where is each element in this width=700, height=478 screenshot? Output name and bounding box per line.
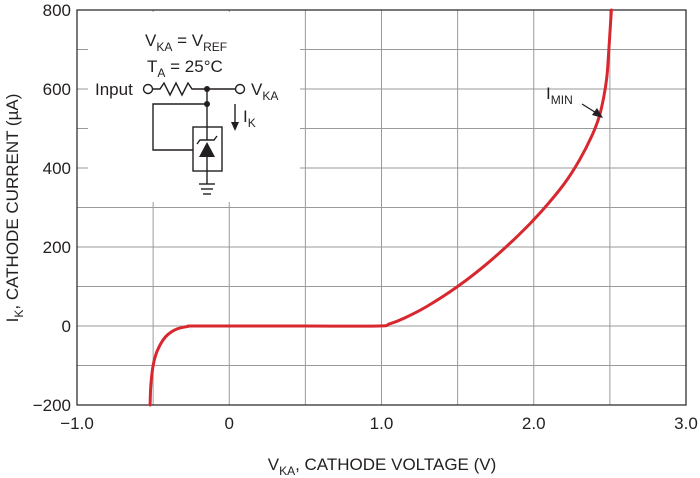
grid <box>76 9 687 406</box>
input-terminal <box>142 83 154 95</box>
ik-arrowhead <box>231 122 239 131</box>
zener-triangle <box>199 142 215 157</box>
schematic-vka-eq: VKA = VREF <box>145 31 227 54</box>
imin-label: IMIN <box>546 84 573 107</box>
schematic-input-label: Input <box>95 80 133 99</box>
x-tick-label: 2.0 <box>522 414 546 433</box>
y-axis-title: IK, CATHODE CURRENT (µA) <box>3 94 26 323</box>
imin-annotation: IMIN <box>546 84 603 118</box>
y-tick-label: 200 <box>43 238 71 257</box>
x-tick-label: 0 <box>225 414 234 433</box>
imin-arrowhead <box>592 108 603 118</box>
resistor <box>153 81 236 97</box>
x-tick-label: 3.0 <box>674 414 698 433</box>
y-tick-label: 400 <box>43 159 71 178</box>
schematic-temp: TA = 25°C <box>147 57 223 80</box>
schematic-ik-label: IK <box>243 107 256 130</box>
x-tick-label: 1.0 <box>370 414 394 433</box>
output-terminal <box>234 83 246 95</box>
schematic-output-label: VKA <box>251 80 278 103</box>
schematic-inset: VKA = VREF TA = 25°C Input VKA IK <box>88 12 300 202</box>
y-tick-label: 0 <box>62 317 71 336</box>
plot-frame <box>76 9 687 406</box>
x-tick-labels: −1.0 0 1.0 2.0 3.0 <box>60 414 698 433</box>
y-tick-label: 600 <box>43 80 71 99</box>
y-tick-label: −200 <box>33 396 71 415</box>
y-tick-label: 800 <box>43 1 71 20</box>
x-tick-label: −1.0 <box>60 414 94 433</box>
y-tick-labels: −200 0 200 400 600 800 <box>33 1 71 415</box>
x-axis-title: VKA, CATHODE VOLTAGE (V) <box>268 455 497 478</box>
ref-wire <box>152 103 207 151</box>
